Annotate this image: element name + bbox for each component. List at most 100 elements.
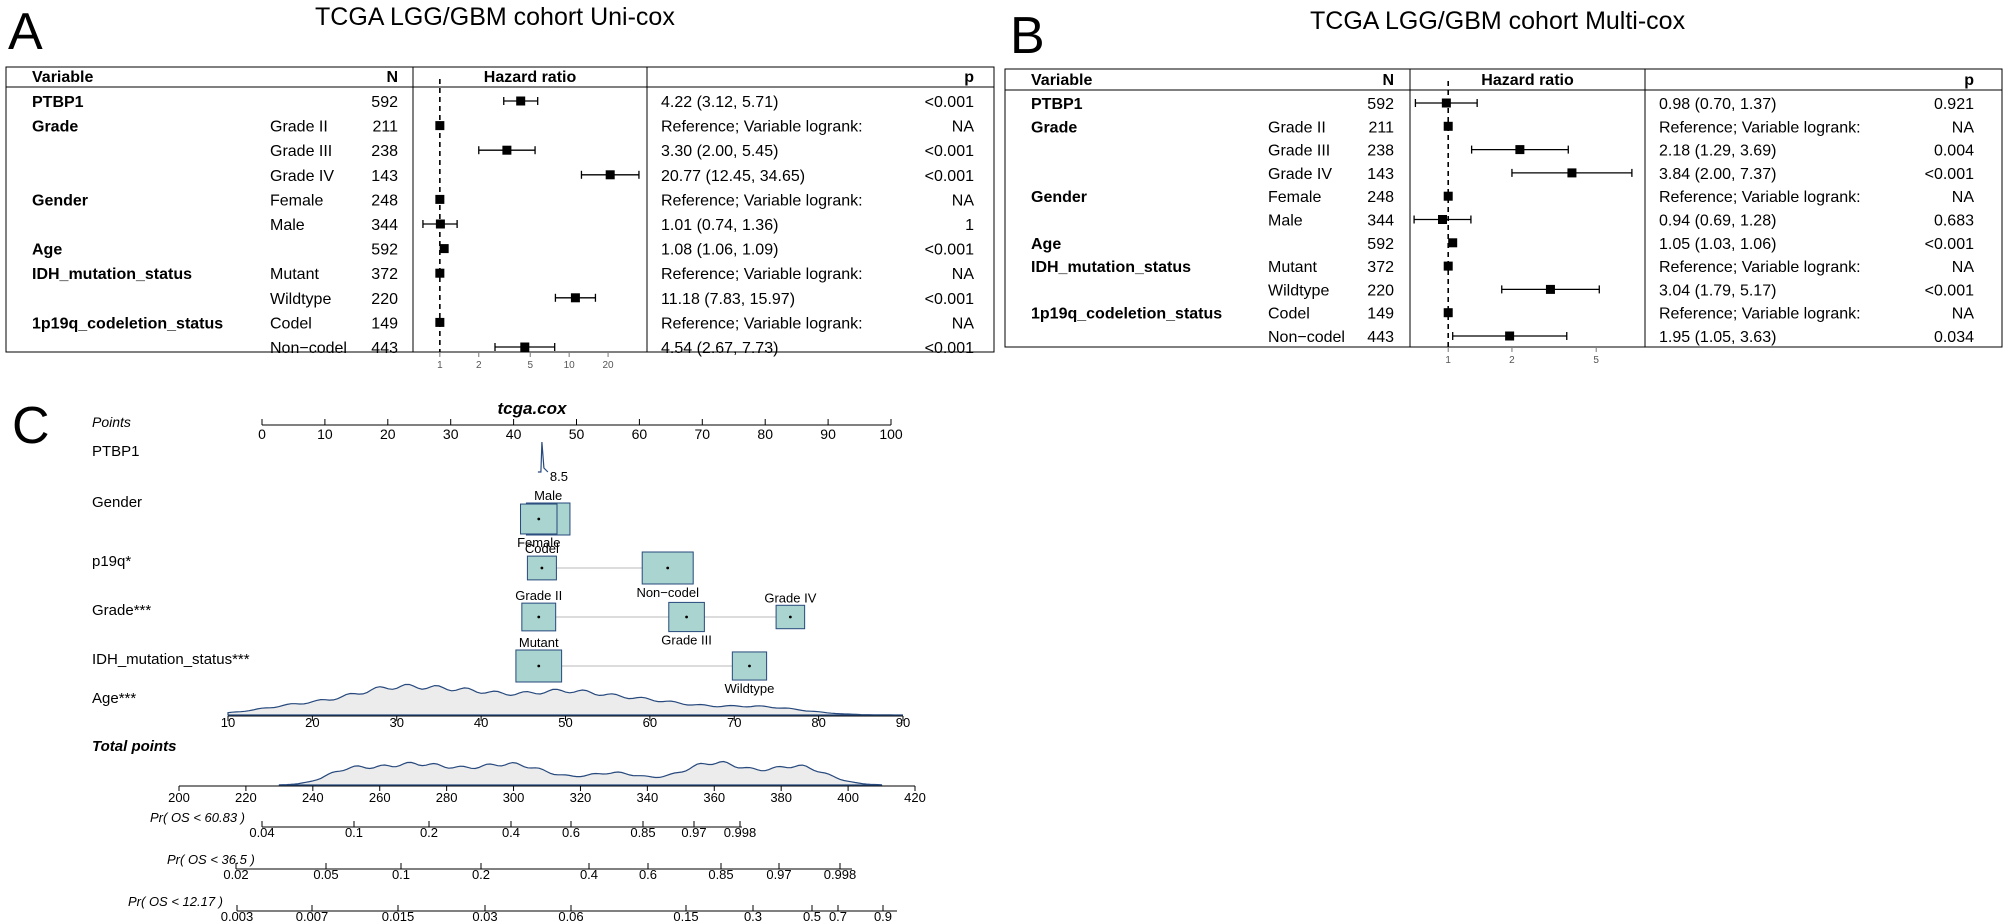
probability-tick-label: 0.015 <box>382 909 415 924</box>
x-tick-label: 5 <box>527 360 533 371</box>
probability-tick-label: 0.9 <box>874 909 892 924</box>
panel-a-title: TCGA LGG/GBM cohort Uni-cox <box>315 3 675 31</box>
forest-row: Grade III 238 3.30 (2.00, 5.45) <0.001 <box>270 143 974 160</box>
age-tick-label: 20 <box>305 715 319 730</box>
forest-row: Grade Grade II 211 Reference; Variable logr… <box>32 119 974 136</box>
row-n: 238 <box>1367 143 1394 160</box>
row-n: 143 <box>1367 166 1394 183</box>
age-tick-label: 90 <box>896 715 910 730</box>
row-variable: IDH_mutation_status <box>32 266 192 283</box>
age-tick-label: 40 <box>474 715 488 730</box>
row-label: Gender <box>92 494 142 511</box>
forest-row: Non−codel 443 1.95 (1.05, 3.63) 0.034 <box>1268 329 1974 346</box>
x-tick-label: 5 <box>1593 355 1599 366</box>
row-label: Grade*** <box>92 602 151 619</box>
row-variable: 1p19q_codeletion_status <box>1031 306 1222 323</box>
row-level: Grade III <box>270 143 332 160</box>
row-p-value: NA <box>1952 119 1975 136</box>
points-tick-label: 20 <box>380 426 396 442</box>
row-level: Codel <box>270 315 312 332</box>
total-points-label: Total points <box>92 738 176 755</box>
row-p-value: 0.683 <box>1934 213 1974 230</box>
row-n: 220 <box>371 291 398 308</box>
x-tick-label: 20 <box>603 360 615 371</box>
row-estimate: Reference; Variable logrank: <box>661 315 863 332</box>
x-tick-label: 2 <box>476 360 482 371</box>
hr-point <box>435 219 445 229</box>
probability-tick-label: 0.04 <box>249 825 274 840</box>
probability-tick-label: 0.85 <box>630 825 655 840</box>
ptbp1-density <box>537 441 549 473</box>
header-variable: Variable <box>1031 72 1092 89</box>
row-n: 344 <box>371 217 398 234</box>
level-dot <box>537 664 541 668</box>
forest-row: PTBP1 592 4.22 (3.12, 5.71) <0.001 <box>32 94 974 111</box>
probability-label: Pr( OS < 12.17 ) <box>128 894 223 909</box>
row-level: Female <box>270 192 323 209</box>
forest-row: Gender Female 248 Reference; Variable logra… <box>32 192 974 209</box>
hr-point <box>570 293 580 303</box>
level-label: Grade IV <box>764 590 816 605</box>
level-dot <box>748 664 751 668</box>
total-points-tick-label: 220 <box>235 790 257 805</box>
hr-point <box>1443 191 1453 201</box>
probability-tick-label: 0.2 <box>420 825 438 840</box>
level-box <box>731 651 768 681</box>
row-estimate: 0.94 (0.69, 1.28) <box>1659 213 1776 230</box>
total-points-tick-label: 400 <box>837 790 859 805</box>
row-variable: PTBP1 <box>32 94 84 111</box>
hr-point <box>435 194 445 204</box>
header-hazard-ratio: Hazard ratio <box>1481 72 1574 89</box>
total-points-tick-label: 240 <box>302 790 324 805</box>
row-estimate: Reference; Variable logrank: <box>1659 306 1861 323</box>
forest-frame <box>5 66 995 353</box>
row-p-value: <0.001 <box>1925 236 1974 253</box>
row-p-value: <0.001 <box>925 340 974 357</box>
row-level: Wildtype <box>270 291 331 308</box>
forest-row: Age 592 1.08 (1.06, 1.09) <0.001 <box>32 242 974 259</box>
forest-row: 1p19q_codeletion_status Codel 149 Reference… <box>1031 306 1974 323</box>
nomogram-plot: tcga.cox Points 0 10 20 30 40 50 60 70 80 90 100 PTBP… <box>92 399 926 924</box>
level-label: Mutant <box>519 635 559 650</box>
row-estimate: 1.95 (1.05, 3.63) <box>1659 329 1776 346</box>
forest-row: Grade III 238 2.18 (1.29, 3.69) 0.004 <box>1268 143 1974 160</box>
ptbp1-value-label: 8.5 <box>550 469 568 484</box>
row-estimate: 3.30 (2.00, 5.45) <box>661 143 778 160</box>
age-tick-label: 10 <box>221 715 235 730</box>
level-dot <box>540 566 544 570</box>
row-n: 372 <box>1367 259 1394 276</box>
probability-tick-label: 0.15 <box>673 909 698 924</box>
total-points-tick-label: 280 <box>436 790 458 805</box>
probability-tick-label: 0.5 <box>803 909 821 924</box>
x-tick-label: 10 <box>564 360 576 371</box>
row-n: 592 <box>371 242 398 259</box>
forest-row: IDH_mutation_status Mutant 372 Reference; V… <box>1031 259 1974 276</box>
row-estimate: 1.05 (1.03, 1.06) <box>1659 236 1776 253</box>
row-level: Grade II <box>1268 119 1326 136</box>
level-label: Codel <box>525 541 559 556</box>
probability-tick-label: 0.2 <box>472 867 490 882</box>
row-estimate: 4.22 (3.12, 5.71) <box>661 94 778 111</box>
row-n: 344 <box>1367 213 1394 230</box>
level-dot <box>537 615 541 619</box>
panel-b-letter: B <box>1010 7 1045 65</box>
row-estimate: 1.01 (0.74, 1.36) <box>661 217 778 234</box>
row-label: p19q* <box>92 553 131 570</box>
row-p-value: NA <box>1952 306 1975 323</box>
row-p-value: NA <box>1952 189 1975 206</box>
row-p-value: 0.004 <box>1934 143 1974 160</box>
row-n: 149 <box>1367 306 1394 323</box>
forest-row: Male 344 0.94 (0.69, 1.28) 0.683 <box>1268 213 1974 230</box>
row-p-value: <0.001 <box>925 168 974 185</box>
level-dot <box>537 517 541 521</box>
row-label-age: Age*** <box>92 690 136 707</box>
row-p-value: <0.001 <box>1925 166 1974 183</box>
points-tick-label: 60 <box>632 426 648 442</box>
total-points-tick-label: 420 <box>904 790 926 805</box>
row-p-value: <0.001 <box>925 242 974 259</box>
row-level: Wildtype <box>1268 282 1329 299</box>
forest-row: Age 592 1.05 (1.03, 1.06) <0.001 <box>1031 236 1974 253</box>
row-n: 220 <box>1367 282 1394 299</box>
total-points-tick-label: 340 <box>637 790 659 805</box>
